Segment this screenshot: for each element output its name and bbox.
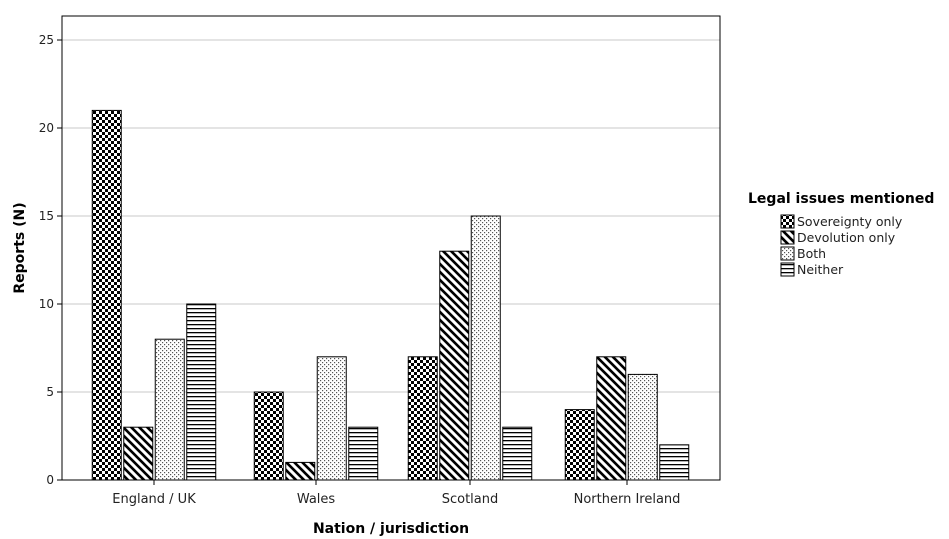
x-axis-title: Nation / jurisdiction <box>313 521 469 537</box>
x-tick-label: Scotland <box>442 492 499 507</box>
y-tick-label: 0 <box>46 473 54 487</box>
y-tick-label: 10 <box>39 297 54 311</box>
x-tick-label: Northern Ireland <box>574 492 681 507</box>
bar-both-0 <box>154 338 185 481</box>
bar-neither-3 <box>659 444 690 481</box>
y-tick-label: 25 <box>39 33 54 47</box>
legend-label: Neither <box>797 262 844 277</box>
plot-frame <box>61 15 721 481</box>
x-tick-label: England / UK <box>112 492 196 507</box>
bar-sovereignty-only-3 <box>564 409 595 481</box>
legend-swatch <box>780 246 795 261</box>
y-axis-title: Reports (N) <box>12 202 28 293</box>
legend-swatch <box>780 262 795 277</box>
x-tick-label: Wales <box>297 492 336 507</box>
y-tick-label: 5 <box>46 385 54 399</box>
bar-both-2 <box>470 215 501 481</box>
legend-swatch <box>780 230 795 245</box>
bar-devolution-only-3 <box>596 356 627 481</box>
legend-swatch <box>780 214 795 229</box>
bar-neither-2 <box>502 426 533 481</box>
legend-label: Devolution only <box>797 230 896 245</box>
bar-sovereignty-only-2 <box>407 356 438 481</box>
bar-neither-1 <box>348 426 379 481</box>
bars <box>91 109 690 481</box>
y-axis-ticks: 0 5 10 15 20 25 <box>39 33 62 487</box>
x-axis-category-labels: England / UK Wales Scotland Northern Irelan… <box>112 480 680 507</box>
bar-both-3 <box>627 373 658 481</box>
y-tick-label: 20 <box>39 121 54 135</box>
legend: Legal issues mentioned Sovereignty onlyD… <box>748 191 934 277</box>
bar-devolution-only-2 <box>439 250 470 481</box>
y-tick-label: 15 <box>39 209 54 223</box>
legend-label: Both <box>797 246 826 261</box>
bar-neither-0 <box>186 303 217 481</box>
bar-sovereignty-only-1 <box>253 391 284 481</box>
bar-devolution-only-0 <box>123 426 154 481</box>
legend-title: Legal issues mentioned <box>748 191 934 207</box>
bar-devolution-only-1 <box>285 461 316 481</box>
bar-both-1 <box>316 356 347 481</box>
legend-label: Sovereignty only <box>797 214 903 229</box>
bar-sovereignty-only-0 <box>91 109 122 481</box>
